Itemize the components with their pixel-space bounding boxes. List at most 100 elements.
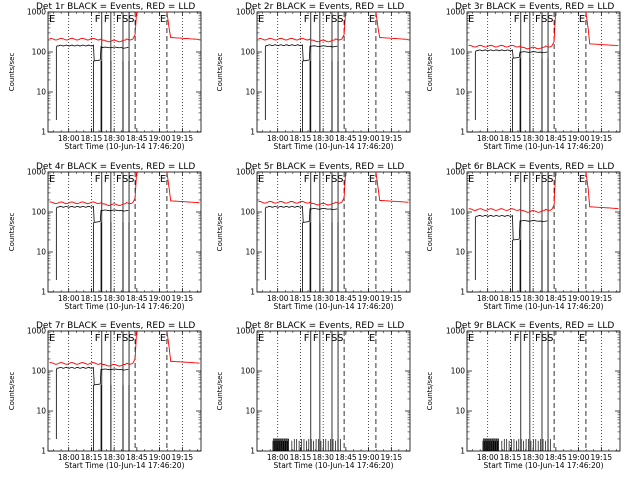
lld-series-line	[166, 11, 200, 40]
panel-det-3r: Det 3r BLACK = Events, RED = LLD 1 10 100 10…	[426, 2, 621, 151]
plot-frame	[47, 11, 202, 133]
x-axis-label: Start Time (10-Jun-14 17:46:20)	[65, 302, 185, 311]
x-tick-label: 18:45	[126, 294, 148, 303]
y-tick-label: 1	[41, 128, 46, 137]
dashed-marker-E: E	[369, 333, 375, 344]
event-marker-S: S	[331, 14, 337, 25]
plot-frame	[466, 330, 621, 452]
lld-series-line	[49, 171, 138, 206]
event-marker-F: F	[514, 14, 520, 25]
y-tick-label: 100	[32, 367, 47, 376]
lld-series-line	[49, 330, 138, 367]
dashed-marker-S: S	[337, 333, 343, 344]
panel-title: Det 1r BLACK = Events, RED = LLD	[36, 2, 195, 12]
y-tick-label: 1000	[446, 168, 465, 177]
lld-series-line	[468, 171, 557, 213]
y-tick-label: 1000	[27, 8, 46, 17]
lld-series-line	[468, 11, 557, 50]
x-tick-label: 19:15	[172, 453, 194, 462]
x-tick-label: 18:30	[522, 453, 544, 462]
plot-frame	[256, 11, 411, 133]
event-marker-F: F	[523, 174, 529, 185]
event-marker-F: F	[325, 14, 331, 25]
events-series-line	[55, 366, 129, 439]
x-tick-label: 18:15	[290, 294, 312, 303]
x-tick-label: 18:15	[500, 294, 522, 303]
dashed-marker-E: E	[579, 174, 585, 185]
panel-title: Det 8r BLACK = Events, RED = LLD	[245, 321, 404, 331]
dashed-marker-S: S	[128, 14, 134, 25]
x-axis-label: Start Time (10-Jun-14 17:46:20)	[65, 461, 185, 470]
event-marker-S: S	[122, 333, 128, 344]
y-tick-label: 100	[241, 367, 256, 376]
panel-det-4r: Det 4r BLACK = Events, RED = LLD 1 10 100 10…	[8, 162, 202, 311]
lld-series-line	[166, 171, 200, 204]
y-tick-label: 10	[245, 88, 255, 97]
event-marker-F: F	[304, 174, 310, 185]
event-marker-F: F	[313, 174, 319, 185]
event-marker-S: S	[331, 333, 337, 344]
x-tick-label: 18:15	[290, 453, 312, 462]
dashed-marker-S: S	[337, 14, 343, 25]
event-marker-F: F	[514, 174, 520, 185]
panel-title: Det 7r BLACK = Events, RED = LLD	[36, 321, 195, 331]
y-tick-label: 10	[245, 407, 255, 416]
x-tick-label: 18:30	[522, 294, 544, 303]
event-marker-S: S	[122, 14, 128, 25]
x-tick-label: 19:15	[381, 453, 403, 462]
events-series-line	[474, 214, 548, 280]
y-tick-label: 1000	[446, 8, 465, 17]
x-tick-label: 18:15	[290, 134, 312, 143]
event-marker-F: F	[535, 333, 541, 344]
x-tick-label: 18:45	[335, 453, 357, 462]
event-marker-F: F	[514, 333, 520, 344]
lld-series-line	[166, 330, 200, 364]
corner-marker-E: E	[49, 174, 55, 185]
panel-det-8r: Det 8r BLACK = Events, RED = LLD 1 10 100 10…	[216, 321, 411, 470]
x-tick-label: 18:45	[335, 294, 357, 303]
events-series-line	[55, 44, 129, 120]
y-tick-label: 1	[250, 128, 255, 137]
panel-title: Det 5r BLACK = Events, RED = LLD	[245, 162, 404, 172]
panel-title: Det 4r BLACK = Events, RED = LLD	[36, 162, 195, 172]
y-tick-label: 1	[460, 128, 465, 137]
y-axis-label: Counts/sec	[8, 53, 16, 92]
corner-marker-E: E	[258, 174, 264, 185]
y-axis-label: Counts/sec	[426, 372, 434, 411]
event-marker-F: F	[535, 174, 541, 185]
plot-frame	[256, 171, 411, 293]
corner-marker-E: E	[258, 14, 264, 25]
y-tick-label: 1000	[236, 8, 255, 17]
y-tick-label: 100	[32, 48, 47, 57]
dashed-marker-S: S	[128, 333, 134, 344]
x-tick-label: 19:15	[591, 294, 613, 303]
x-tick-label: 18:30	[103, 134, 125, 143]
y-tick-label: 100	[451, 367, 466, 376]
x-tick-label: 18:00	[267, 453, 289, 462]
x-tick-label: 18:30	[103, 453, 125, 462]
x-tick-label: 18:45	[126, 453, 148, 462]
plot-frame	[47, 330, 202, 452]
y-tick-label: 1000	[446, 327, 465, 336]
corner-marker-E: E	[468, 14, 474, 25]
lld-series-line	[49, 11, 138, 43]
x-axis-label: Start Time (10-Jun-14 17:46:20)	[484, 461, 604, 470]
x-tick-label: 19:00	[568, 453, 590, 462]
y-tick-label: 10	[245, 248, 255, 257]
corner-marker-E: E	[49, 14, 55, 25]
x-axis-label: Start Time (10-Jun-14 17:46:20)	[484, 302, 604, 311]
corner-marker-E: E	[468, 174, 474, 185]
x-tick-label: 18:45	[545, 134, 567, 143]
y-tick-label: 10	[455, 88, 465, 97]
plot-frame	[466, 171, 621, 293]
y-tick-label: 10	[36, 407, 46, 416]
lld-series-line	[585, 11, 619, 47]
lld-series-line	[258, 11, 347, 43]
y-tick-label: 1000	[236, 168, 255, 177]
event-marker-F: F	[535, 14, 541, 25]
dashed-marker-E: E	[369, 174, 375, 185]
events-series-line	[474, 49, 548, 120]
x-tick-label: 19:00	[149, 134, 171, 143]
dashed-marker-S: S	[547, 174, 553, 185]
